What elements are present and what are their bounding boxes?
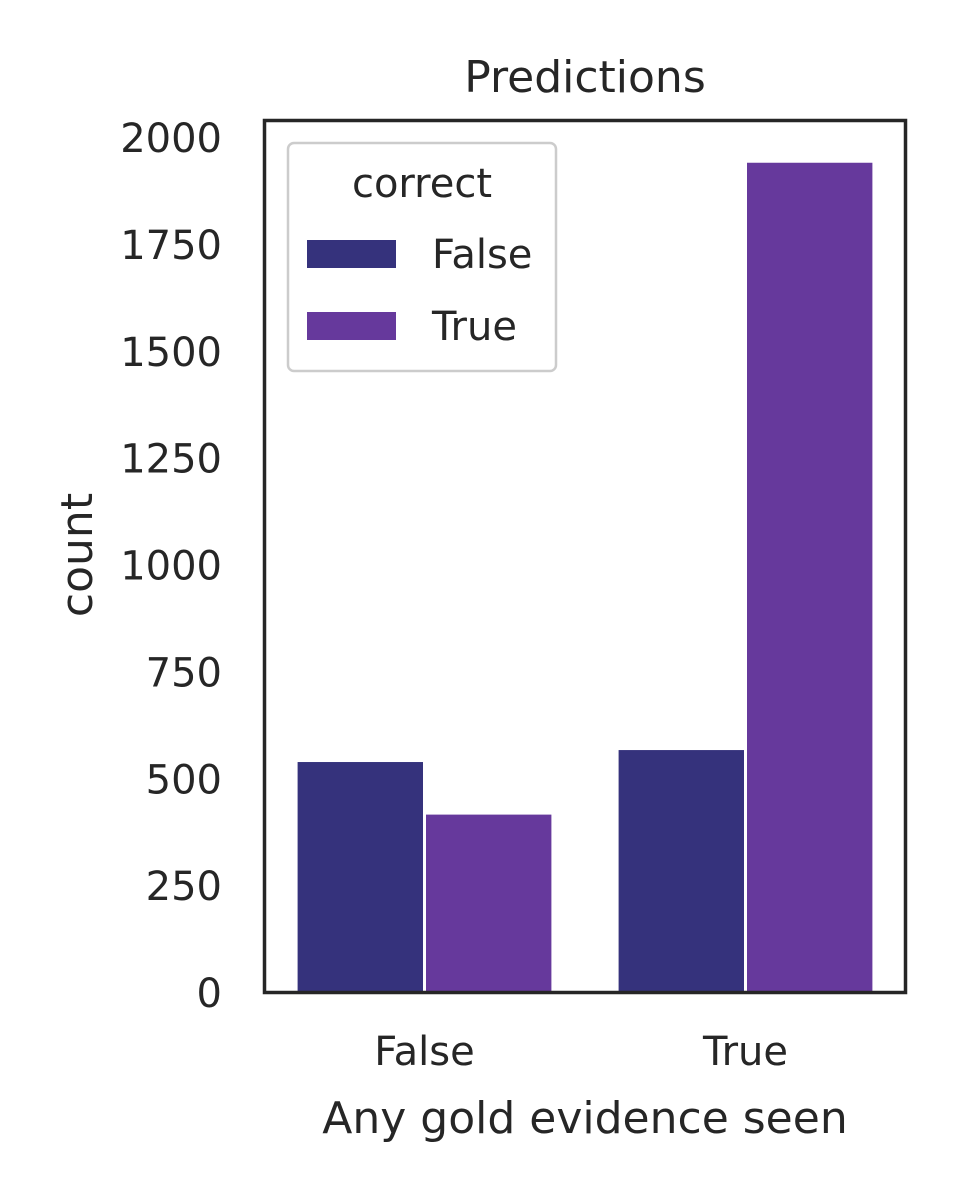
- y-tick-label: 0: [197, 971, 222, 1017]
- legend-title: correct: [352, 161, 492, 207]
- x-axis-ticks: False True: [374, 1029, 788, 1075]
- bar-false-true: [426, 814, 552, 992]
- bar-true-false: [618, 750, 744, 992]
- y-axis-label: count: [52, 493, 103, 617]
- x-tick-label: False: [374, 1029, 474, 1075]
- y-tick-label: 250: [146, 864, 222, 910]
- x-axis-label: Any gold evidence seen: [322, 1093, 847, 1144]
- x-tick-label: True: [702, 1029, 788, 1075]
- y-tick-label: 2000: [120, 116, 222, 162]
- legend: correct False True: [286, 141, 558, 373]
- plot-frame: [262, 118, 908, 995]
- y-tick-label: 500: [146, 757, 222, 803]
- legend-swatch-true: [307, 312, 396, 340]
- legend-label-false: False: [432, 232, 532, 278]
- bars-group: [297, 162, 873, 992]
- bar-false-false: [297, 762, 423, 992]
- chart-title: Predictions: [464, 52, 706, 103]
- legend-label-true: True: [431, 304, 517, 350]
- y-tick-label: 1750: [120, 223, 222, 269]
- y-tick-label: 1500: [120, 330, 222, 376]
- y-axis-ticks: 0 250 500 750 1000 1250 1500 1750 2000: [120, 116, 222, 1017]
- legend-swatch-false: [307, 240, 396, 268]
- y-tick-label: 750: [146, 650, 222, 696]
- y-tick-label: 1000: [120, 544, 222, 590]
- y-tick-label: 1250: [120, 437, 222, 483]
- bar-true-true: [747, 162, 873, 992]
